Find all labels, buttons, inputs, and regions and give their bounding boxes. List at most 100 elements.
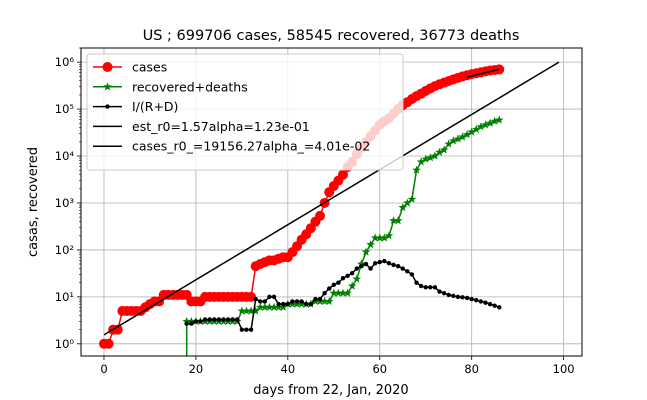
data-point <box>469 296 474 302</box>
data-point <box>472 124 481 133</box>
data-point <box>290 299 295 304</box>
legend: cases recovered+deaths I/(R+D) est_r0=1.57a… <box>86 53 404 171</box>
data-point <box>336 280 341 285</box>
data-point <box>244 327 249 332</box>
data-point <box>426 153 435 162</box>
data-point <box>248 327 254 332</box>
data-point <box>182 316 191 326</box>
x-tick-label: 100 <box>553 362 575 376</box>
series-2 <box>184 258 502 332</box>
data-point <box>184 321 189 326</box>
data-point <box>322 290 327 296</box>
data-point <box>320 296 329 306</box>
data-point <box>202 317 208 322</box>
data-point <box>103 338 114 349</box>
data-point <box>492 303 497 308</box>
data-point <box>359 263 364 269</box>
data-point <box>352 274 362 283</box>
data-point <box>343 288 352 297</box>
data-point <box>414 280 419 285</box>
data-point <box>483 300 488 305</box>
data-point <box>265 302 274 311</box>
data-point <box>331 282 336 288</box>
data-point <box>384 231 394 240</box>
y-tick-label: 10⁰ <box>55 337 75 351</box>
data-point <box>453 134 463 143</box>
data-point <box>225 317 231 322</box>
data-point <box>435 147 444 156</box>
data-point <box>112 324 123 335</box>
x-axis: 0 20 40 60 80 100 <box>100 356 575 376</box>
data-point <box>292 299 302 308</box>
data-point <box>375 233 385 242</box>
data-point <box>297 299 306 308</box>
data-point <box>251 306 260 315</box>
legend-label: recovered+deaths <box>132 79 248 94</box>
data-point <box>193 319 199 324</box>
plot-frame <box>80 47 583 357</box>
data-point <box>324 296 334 306</box>
data-point <box>281 301 286 307</box>
x-tick-label: 80 <box>464 362 479 376</box>
data-point <box>299 299 304 304</box>
data-point <box>382 258 387 264</box>
data-point <box>416 157 426 166</box>
data-point <box>294 299 300 304</box>
data-point <box>368 266 373 271</box>
data-point <box>230 317 235 322</box>
data-point <box>398 203 408 212</box>
legend-label: I/(R+D) <box>132 99 178 114</box>
legend-box <box>86 53 404 171</box>
data-point <box>262 299 268 304</box>
chart-title: US ; 699706 cases, 58545 recovered, 3677… <box>143 28 520 44</box>
legend-marker <box>102 62 113 72</box>
data-point <box>354 266 359 271</box>
data-point <box>329 288 339 297</box>
data-point <box>235 317 240 322</box>
y-tick-label: 10⁶ <box>55 55 75 69</box>
data-point <box>380 233 389 242</box>
y-tick-label: 10⁵ <box>55 102 75 116</box>
legend-entry: I/(R+D) <box>93 99 178 114</box>
legend-marker <box>103 82 112 91</box>
data-point <box>237 306 247 315</box>
series-line <box>103 61 560 336</box>
data-point <box>278 302 288 311</box>
legend-entry: est_r0=1.57alpha=1.23e-01 <box>93 119 310 134</box>
legend-entry: recovered+deaths <box>93 79 248 94</box>
legend-label: est_r0=1.57alpha=1.23e-01 <box>132 119 310 134</box>
data-point <box>449 136 458 145</box>
data-point <box>393 216 403 225</box>
data-point <box>239 327 245 332</box>
y-axis-label: casas, recovered <box>26 147 41 257</box>
data-point <box>347 281 357 290</box>
series-line <box>466 68 500 78</box>
data-point <box>432 285 438 290</box>
data-point <box>418 283 424 289</box>
data-point <box>439 145 449 154</box>
data-point <box>253 296 258 302</box>
data-point <box>258 299 263 304</box>
data-point <box>462 130 472 139</box>
y-axis: 10⁰ 10¹ 10² 10³ 10⁴ 10⁵ 10⁶ <box>55 47 81 351</box>
data-point <box>221 317 226 322</box>
data-point <box>357 259 366 268</box>
data-point <box>285 301 291 307</box>
data-point <box>334 288 343 297</box>
data-point <box>481 120 490 129</box>
data-point <box>198 319 203 324</box>
data-point <box>377 259 382 265</box>
data-point <box>255 302 265 311</box>
data-point <box>400 266 405 271</box>
data-point <box>487 301 493 307</box>
x-tick-label: 20 <box>189 362 204 376</box>
data-point <box>497 305 502 310</box>
data-point <box>421 154 430 163</box>
data-point <box>216 317 222 322</box>
x-axis-label: days from 22, Jan, 2020 <box>253 383 408 398</box>
x-tick-label: 60 <box>372 362 387 376</box>
data-point <box>308 301 314 307</box>
data-point <box>467 127 476 136</box>
legend-entry: cases_r0_=19156.27alpha_=4.01e-02 <box>93 139 370 154</box>
